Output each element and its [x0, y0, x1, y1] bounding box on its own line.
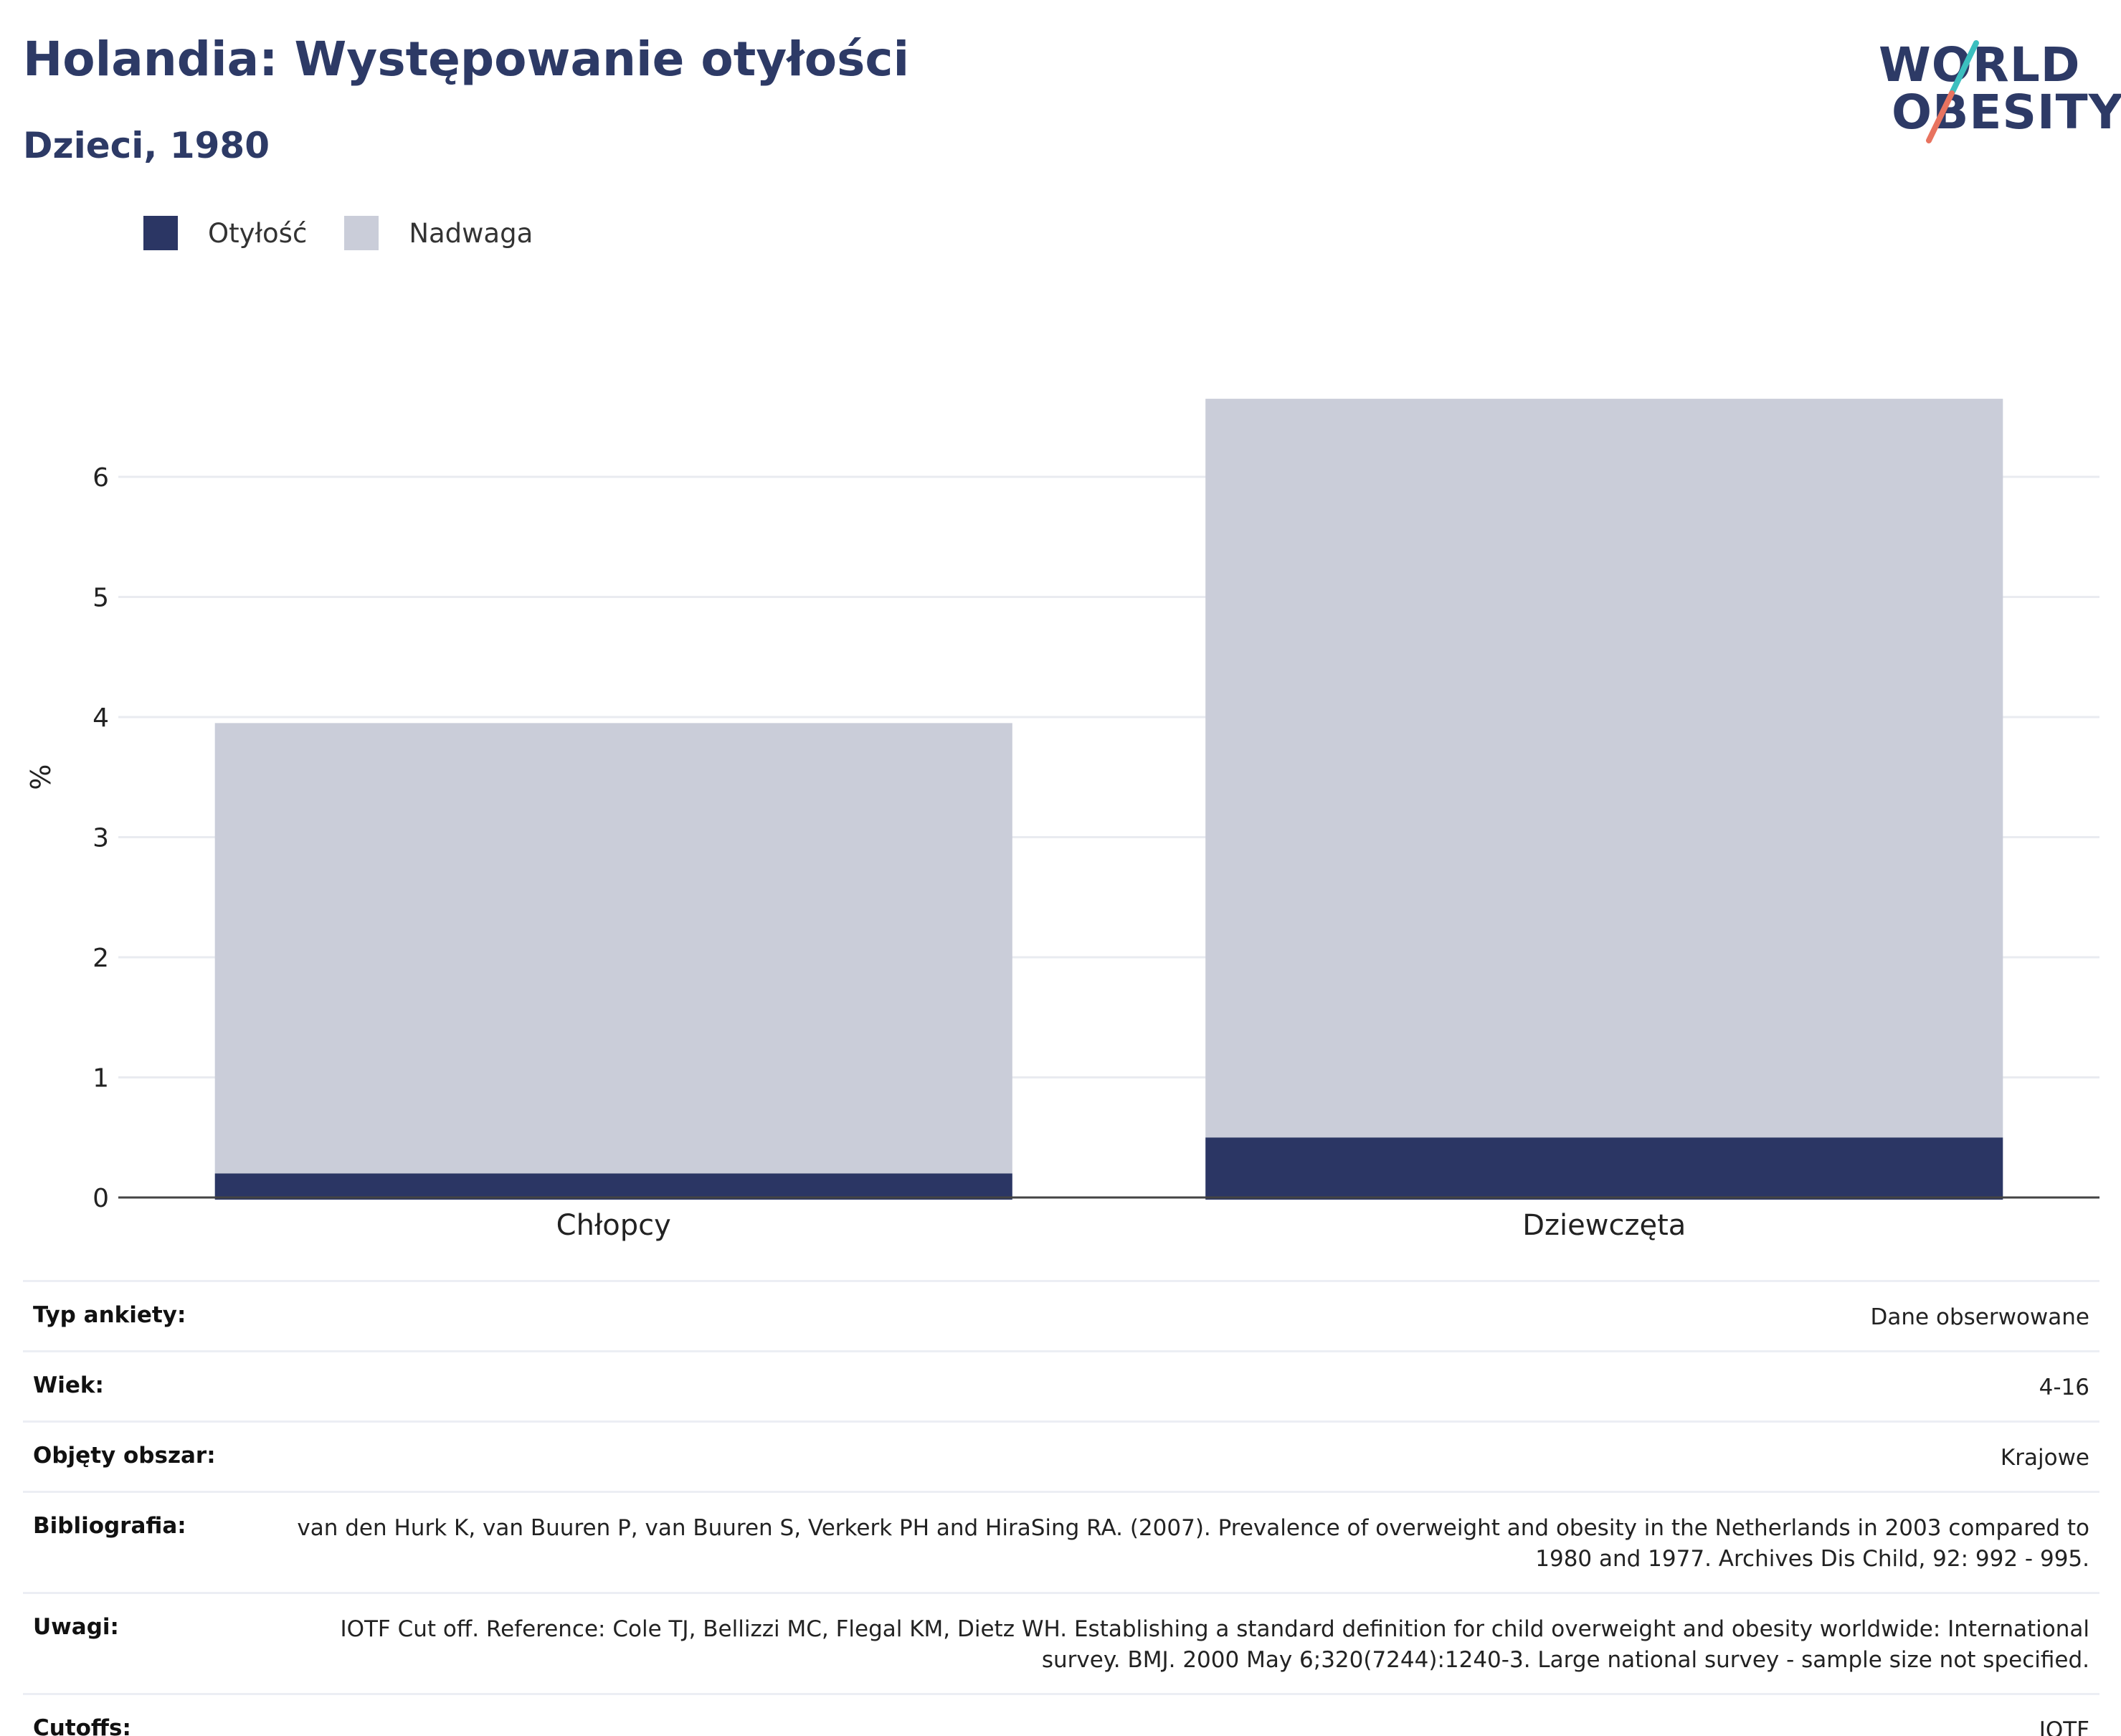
y-tick-label: 1: [92, 1064, 109, 1094]
info-key: Cutoffs:: [33, 1715, 131, 1736]
info-row: Typ ankiety: Dane obserwowane: [23, 1280, 2099, 1350]
world-obesity-logo: WORLD OBESITY: [1864, 22, 2121, 151]
legend-item[interactable]: Nadwaga: [344, 216, 533, 250]
y-axis-label: %: [25, 764, 57, 790]
info-value: IOTF Cut off. Reference: Cole TJ, Belliz…: [340, 1616, 2089, 1673]
info-key: Typ ankiety:: [33, 1302, 186, 1328]
bar-segment: [214, 1173, 1012, 1200]
legend-swatch: [344, 216, 379, 250]
info-row: Objęty obszar: Krajowe: [23, 1420, 2099, 1491]
legend-item[interactable]: Otyłość: [143, 216, 307, 250]
logo-slash-icon: [1926, 40, 1979, 143]
x-tick-label: Dziewczęta: [1522, 1209, 1686, 1242]
bar-segment: [1205, 399, 2003, 1138]
y-tick-label: 3: [92, 824, 109, 853]
info-row: Wiek: 4-16: [23, 1350, 2099, 1420]
bar-segment: [214, 723, 1012, 1174]
info-key: Uwagi:: [33, 1614, 119, 1640]
info-key: Bibliografia:: [33, 1513, 186, 1539]
x-tick-label: Chłopcy: [556, 1209, 671, 1242]
y-tick-label: 5: [92, 584, 109, 613]
info-value: van den Hurk K, van Buuren P, van Buuren…: [297, 1515, 2089, 1572]
legend-label: Nadwaga: [409, 217, 533, 249]
info-value: 4-16: [2039, 1375, 2089, 1400]
page-subtitle: Dzieci, 1980: [23, 125, 270, 166]
page-title: Holandia: Występowanie otyłości: [23, 32, 910, 87]
info-key: Objęty obszar:: [33, 1443, 216, 1469]
y-tick-label: 6: [92, 463, 109, 493]
info-value: Krajowe: [2000, 1445, 2089, 1471]
info-row: Bibliografia: van den Hurk K, van Buuren …: [23, 1491, 2099, 1592]
survey-info-table: Typ ankiety: Dane obserwowane Wiek: 4-16 Obj…: [23, 1280, 2099, 1736]
y-tick-label: 4: [92, 703, 109, 733]
logo-line-1: WORLD: [1879, 37, 2081, 93]
y-tick-label: 0: [92, 1184, 109, 1213]
bar-segment: [1205, 1137, 2003, 1200]
info-value: Dane obserwowane: [1870, 1304, 2089, 1330]
info-key: Wiek:: [33, 1372, 104, 1398]
info-value: IOTF: [2039, 1717, 2089, 1736]
y-tick-label: 2: [92, 944, 109, 973]
stacked-bar-chart: 0 1 2 3 4 5 6% Chłopcy Dziewczęta: [25, 399, 2099, 1242]
logo-line-2: OBESITY: [1892, 85, 2121, 140]
info-row: Uwagi: IOTF Cut off. Reference: Cole TJ, …: [23, 1592, 2099, 1693]
legend-swatch: [143, 216, 178, 250]
info-row: Cutoffs: IOTF: [23, 1693, 2099, 1736]
chart-legend: Otyłość Nadwaga: [143, 215, 570, 251]
legend-label: Otyłość: [208, 217, 308, 249]
